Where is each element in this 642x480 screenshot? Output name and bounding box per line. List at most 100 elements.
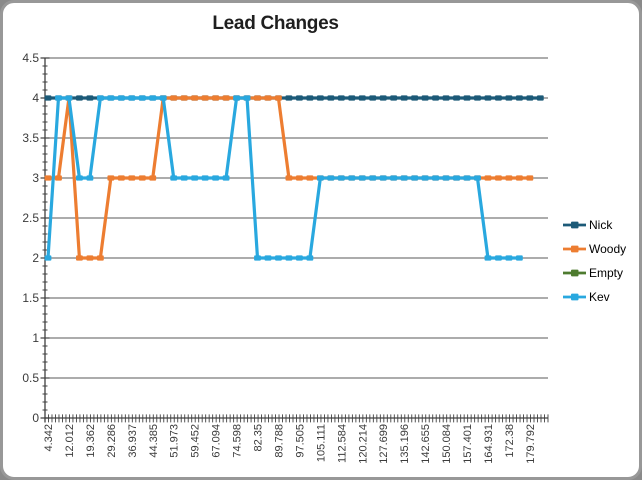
- data-point-marker: [348, 95, 356, 101]
- legend-item-kev: Kev: [563, 286, 639, 307]
- legend-label: Woody: [589, 241, 627, 256]
- legend-marker-icon: [563, 221, 586, 228]
- data-point-marker: [306, 255, 314, 261]
- data-point-marker: [212, 175, 219, 181]
- gridlines: [45, 57, 548, 379]
- legend-marker-icon: [563, 293, 586, 300]
- data-point-marker: [495, 95, 502, 101]
- data-point-marker: [138, 95, 146, 101]
- data-point-marker: [411, 95, 419, 101]
- data-point-marker: [275, 255, 282, 261]
- data-point-marker: [327, 95, 335, 101]
- data-point-marker: [264, 95, 272, 101]
- data-point-marker: [180, 175, 188, 181]
- data-point-marker: [128, 95, 136, 101]
- data-point-marker: [400, 175, 408, 181]
- data-point-marker: [285, 95, 293, 101]
- data-point-marker: [453, 95, 460, 101]
- x-axis-label: 12.012: [64, 424, 76, 458]
- y-axis-label: 2.5: [22, 211, 39, 225]
- data-point-marker: [421, 95, 429, 101]
- data-point-marker: [107, 175, 115, 181]
- data-point-marker: [117, 95, 125, 101]
- x-axis-label: 89.788: [273, 424, 285, 458]
- x-axis-label: 112.584: [336, 424, 348, 463]
- data-point-marker: [526, 95, 534, 101]
- x-axis-label: 135.196: [399, 424, 411, 464]
- data-point-marker: [107, 95, 115, 101]
- data-point-marker: [233, 95, 240, 101]
- data-point-marker: [86, 95, 94, 101]
- data-point-marker: [55, 95, 62, 101]
- y-axis-label: 4: [32, 91, 39, 105]
- x-axis-label: 164.931: [483, 424, 495, 464]
- y-axis-label: 0: [32, 411, 39, 425]
- data-point-marker: [222, 95, 230, 101]
- chart-title: Lead Changes: [212, 13, 339, 34]
- data-point-marker: [138, 175, 146, 181]
- legend-item-woody: Woody: [563, 238, 639, 259]
- data-point-marker: [453, 175, 460, 181]
- data-point-marker: [505, 95, 513, 101]
- data-point-marker: [316, 95, 324, 101]
- x-axis-label: 51.973: [169, 424, 181, 458]
- x-axis-label: 97.505: [294, 424, 306, 458]
- data-point-marker: [296, 175, 303, 181]
- x-axis-labels: 4.342 12.012 19.362 29.286 36.937 44.385 51.97…: [43, 424, 537, 464]
- data-point-marker: [505, 255, 513, 261]
- data-point-marker: [180, 95, 188, 101]
- legend-marker-icon: [563, 245, 586, 252]
- x-axis-label: 179.792: [525, 424, 537, 464]
- data-point-marker: [432, 175, 439, 181]
- data-point-marker: [369, 175, 377, 181]
- data-point-marker: [369, 95, 377, 101]
- data-point-marker: [76, 95, 83, 101]
- data-point-marker: [44, 175, 52, 181]
- data-point-marker: [515, 255, 523, 261]
- data-point-marker: [379, 175, 387, 181]
- x-axis-label: 172.38: [504, 424, 516, 458]
- y-axis-label: 3: [32, 171, 39, 185]
- data-point-marker: [348, 175, 356, 181]
- legend-label: Nick: [589, 217, 613, 232]
- data-point-marker: [411, 175, 419, 181]
- series-kev: [44, 95, 523, 261]
- x-axis-label: 67.094: [211, 424, 223, 458]
- legend-item-empty: Empty: [563, 262, 639, 283]
- x-axis-label: 105.111: [315, 424, 327, 462]
- y-axis-label: 1.5: [22, 291, 39, 305]
- y-axis-label: 0.5: [22, 371, 39, 385]
- data-point-marker: [495, 175, 502, 181]
- data-point-marker: [285, 255, 293, 261]
- data-point-marker: [484, 255, 492, 261]
- legend-label: Kev: [589, 289, 610, 304]
- data-point-marker: [264, 255, 272, 261]
- x-axis-label: 142.655: [420, 424, 432, 464]
- data-point-marker: [191, 95, 199, 101]
- data-point-marker: [44, 95, 52, 101]
- data-point-marker: [222, 175, 230, 181]
- data-point-marker: [149, 175, 157, 181]
- data-point-marker: [390, 95, 398, 101]
- data-point-marker: [201, 175, 209, 181]
- data-point-marker: [296, 255, 303, 261]
- x-axis-label: 150.084: [441, 424, 453, 464]
- data-point-marker: [275, 95, 282, 101]
- data-point-marker: [526, 175, 534, 181]
- data-point-marker: [484, 175, 492, 181]
- x-axis-label: 19.362: [85, 424, 97, 458]
- series-line: [46, 96, 520, 260]
- data-point-marker: [484, 95, 492, 101]
- data-point-marker: [254, 95, 261, 101]
- data-point-marker: [76, 255, 83, 261]
- data-point-marker: [358, 175, 366, 181]
- x-axis-label: 44.385: [148, 424, 160, 458]
- data-point-marker: [421, 175, 429, 181]
- data-point-marker: [306, 175, 314, 181]
- data-point-marker: [201, 95, 209, 101]
- data-point-marker: [170, 95, 178, 101]
- data-point-marker: [400, 95, 408, 101]
- x-axis-label: 157.401: [462, 424, 474, 464]
- data-point-marker: [337, 95, 345, 101]
- data-point-marker: [327, 175, 335, 181]
